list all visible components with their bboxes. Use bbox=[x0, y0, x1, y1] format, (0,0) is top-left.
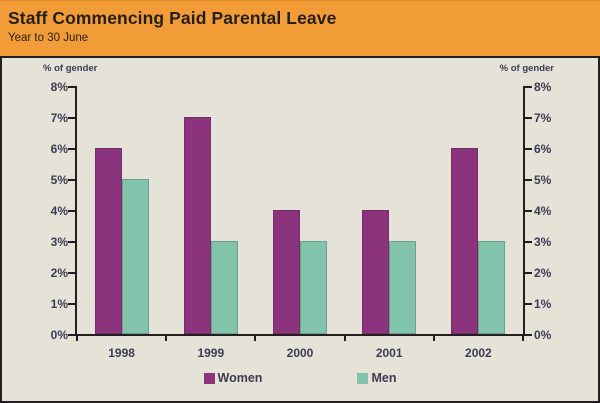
bar-men-2000 bbox=[300, 241, 327, 334]
left-axis-unit-label: % of gender bbox=[43, 63, 98, 74]
y-tick-right-6 bbox=[525, 148, 532, 150]
y-tick-right-1 bbox=[525, 303, 532, 305]
y-tick-right-8 bbox=[525, 86, 532, 88]
bar-men-1999 bbox=[210, 241, 238, 334]
y-tick-label-left-3: 3% bbox=[50, 235, 68, 249]
x-axis-tick-0 bbox=[76, 336, 78, 341]
y-tick-left-6 bbox=[68, 148, 75, 150]
y-tick-left-3 bbox=[68, 241, 75, 243]
x-label-2001: 2001 bbox=[375, 346, 403, 360]
chart-header: Staff Commencing Paid Parental Leave Yea… bbox=[0, 0, 600, 56]
y-tick-left-8 bbox=[68, 86, 75, 88]
legend-label-women: Women bbox=[217, 371, 263, 385]
y-tick-label-right-5: 5% bbox=[534, 173, 552, 187]
x-axis-tick-1 bbox=[165, 336, 168, 341]
x-label-1998: 1998 bbox=[108, 346, 135, 360]
legend-item-men: Men bbox=[357, 371, 396, 385]
x-label-1999: 1999 bbox=[197, 346, 225, 360]
bar-men-1998 bbox=[121, 179, 149, 334]
y-tick-label-left-5: 5% bbox=[50, 173, 68, 187]
y-tick-left-5 bbox=[68, 179, 75, 181]
bar-women-1999 bbox=[183, 117, 211, 334]
x-axis-tick-3 bbox=[343, 336, 346, 341]
y-tick-label-right-1: 1% bbox=[534, 297, 552, 311]
bar-men-2001 bbox=[389, 241, 417, 334]
x-axis-tick-5 bbox=[522, 336, 524, 341]
bar-women-2000 bbox=[273, 210, 300, 334]
x-axis-tick-4 bbox=[432, 336, 435, 341]
legend-swatch-women bbox=[203, 372, 215, 384]
x-label-2000: 2000 bbox=[286, 346, 314, 360]
y-tick-label-right-7: 7% bbox=[534, 111, 552, 125]
y-tick-label-left-0: 0% bbox=[50, 328, 68, 342]
x-label-2002: 2002 bbox=[465, 346, 492, 360]
y-tick-right-7 bbox=[525, 117, 532, 119]
y-tick-right-4 bbox=[525, 210, 532, 212]
y-tick-label-right-2: 2% bbox=[534, 266, 552, 280]
y-tick-left-0 bbox=[68, 334, 75, 336]
chart-title: Staff Commencing Paid Parental Leave bbox=[8, 8, 337, 28]
y-tick-right-5 bbox=[525, 179, 532, 181]
bar-women-2002 bbox=[451, 148, 479, 334]
x-axis bbox=[75, 334, 525, 336]
legend: Women Men bbox=[2, 371, 598, 385]
y-tick-left-7 bbox=[68, 117, 75, 119]
plot-area: 0% 0% 1% 1% 2% 2% 3% 3% 4% 4% 5% 5% 6% 6% 7% 7% 8% 8% 1998… bbox=[2, 58, 598, 401]
right-axis-unit-label: % of gender bbox=[499, 63, 554, 74]
y-tick-right-0 bbox=[525, 334, 532, 336]
y-tick-left-4 bbox=[68, 210, 75, 212]
y-tick-label-left-1: 1% bbox=[50, 297, 68, 311]
y-tick-label-right-6: 6% bbox=[534, 142, 552, 156]
y-tick-right-2 bbox=[525, 272, 532, 274]
legend-swatch-men bbox=[357, 372, 369, 384]
y-tick-label-right-3: 3% bbox=[534, 235, 552, 249]
y-tick-label-left-6: 6% bbox=[50, 142, 68, 156]
y-tick-label-right-8: 8% bbox=[534, 80, 552, 94]
bar-women-1998 bbox=[94, 148, 122, 334]
chart-frame: % of gender % of gender 0% 0% 1% 1% 2% 2% 3% 3%… bbox=[0, 56, 600, 403]
y-axis-right bbox=[523, 86, 525, 336]
y-tick-right-3 bbox=[525, 241, 532, 243]
bar-men-2002 bbox=[478, 241, 506, 334]
legend-item-women: Women bbox=[203, 371, 263, 385]
y-axis-left bbox=[75, 86, 77, 336]
y-tick-label-left-2: 2% bbox=[50, 266, 68, 280]
y-tick-label-right-4: 4% bbox=[534, 204, 552, 218]
y-tick-left-1 bbox=[68, 303, 75, 305]
y-tick-left-2 bbox=[68, 272, 75, 274]
legend-label-men: Men bbox=[371, 371, 397, 385]
y-tick-label-left-7: 7% bbox=[50, 111, 68, 125]
y-tick-label-right-0: 0% bbox=[534, 328, 552, 342]
y-tick-label-left-4: 4% bbox=[50, 204, 68, 218]
chart-subtitle: Year to 30 June bbox=[8, 32, 89, 44]
bar-women-2001 bbox=[362, 210, 390, 334]
x-axis-tick-2 bbox=[254, 336, 257, 341]
y-tick-label-left-8: 8% bbox=[50, 80, 68, 94]
